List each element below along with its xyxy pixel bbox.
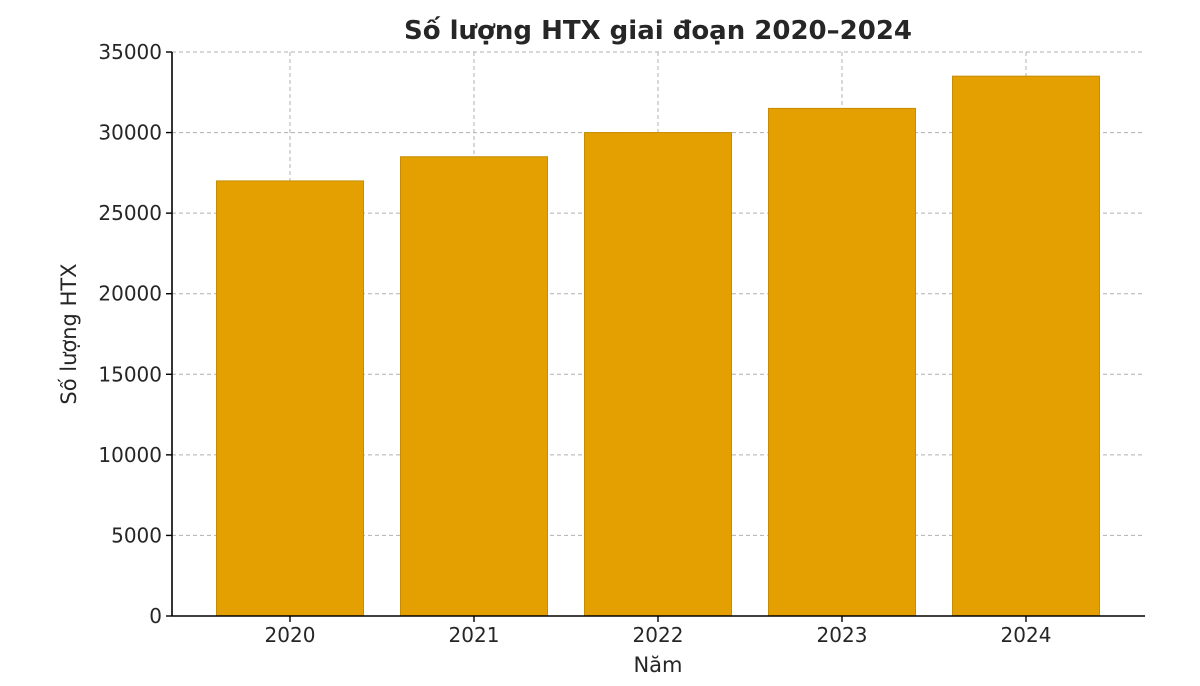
x-tick-label: 2022: [633, 623, 684, 647]
y-tick-label: 0: [149, 604, 162, 628]
x-axis-label: Năm: [633, 653, 682, 677]
chart-title: Số lượng HTX giai đoạn 2020–2024: [404, 15, 912, 46]
x-ticks: 2020 2021 2022 2023 2024: [265, 616, 1052, 647]
bar: [952, 75, 1100, 617]
bar: [768, 107, 916, 617]
y-tick-label: 15000: [98, 362, 162, 386]
bars: [216, 75, 1100, 617]
y-tick-label: 25000: [98, 201, 162, 225]
x-tick-label: 2020: [265, 623, 316, 647]
bar: [400, 156, 548, 617]
y-tick-label: 20000: [98, 282, 162, 306]
bar: [584, 132, 732, 617]
y-axis-label: Số lượng HTX: [57, 263, 81, 404]
bar: [216, 180, 364, 617]
x-tick-label: 2021: [449, 623, 500, 647]
y-ticks: 0 5000 10000 15000 20000 25000 30000 35000: [98, 40, 172, 628]
y-tick-label: 30000: [98, 121, 162, 145]
x-tick-label: 2023: [817, 623, 868, 647]
y-tick-label: 5000: [111, 523, 162, 547]
y-tick-label: 10000: [98, 443, 162, 467]
x-tick-label: 2024: [1001, 623, 1052, 647]
y-tick-label: 35000: [98, 40, 162, 64]
